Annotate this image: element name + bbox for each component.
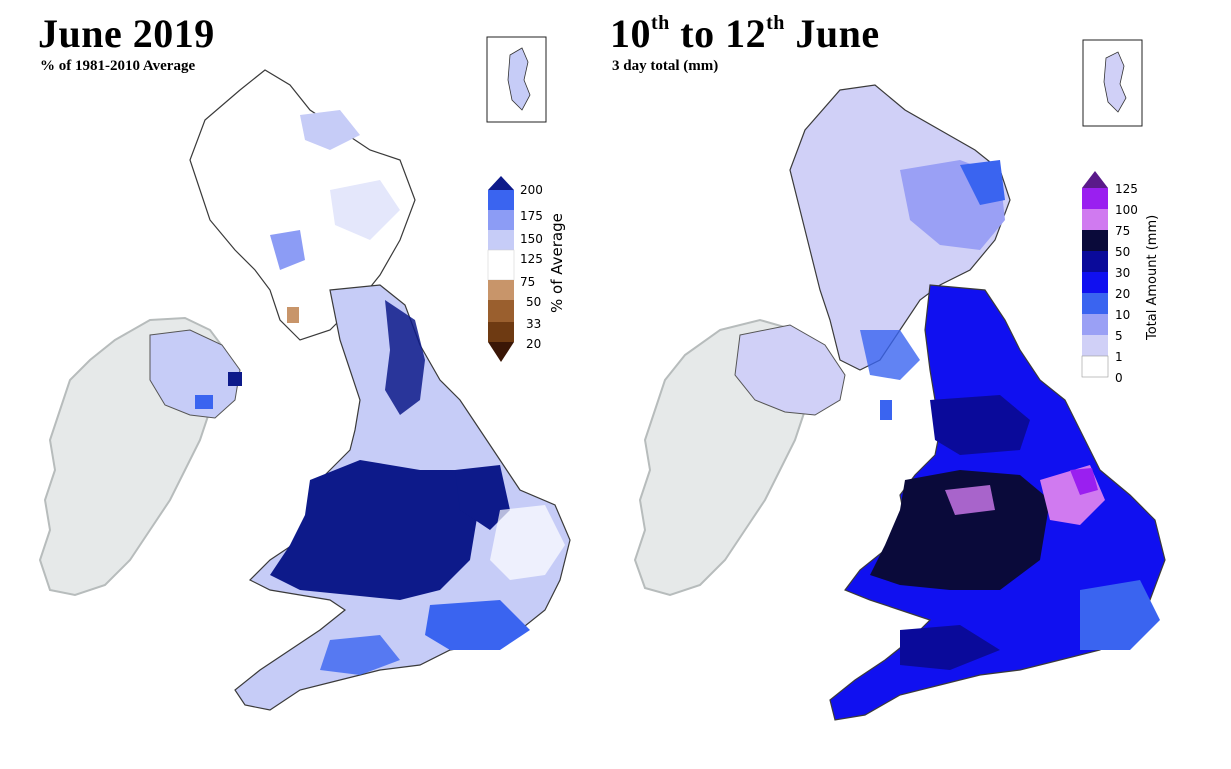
right-legend-band — [1082, 314, 1108, 335]
left-legend-tick: 75 — [520, 275, 535, 289]
left-legend-tick: 200 — [520, 183, 543, 197]
right-legend-band — [1082, 230, 1108, 251]
ni-high-rain-cell — [228, 372, 242, 386]
right-legend-band — [1082, 188, 1108, 209]
right-legend: 125 100 75 50 30 20 10 5 1 0 Total Amoun… — [1081, 171, 1160, 385]
left-legend-tick: 175 — [520, 209, 543, 223]
left-legend-band — [488, 280, 514, 300]
left-legend-arrow-top — [488, 176, 514, 190]
left-subtitle: % of 1981-2010 Average — [40, 58, 196, 74]
right-map-panel: 10th to 12th June 3 day total (mm) — [600, 0, 1231, 769]
left-legend-band — [488, 300, 514, 322]
right-legend-band — [1082, 272, 1108, 293]
right-legend-tick: 0 — [1115, 371, 1123, 385]
right-legend-tick: 5 — [1115, 329, 1123, 343]
scotland-tint-north — [300, 110, 360, 150]
right-legend-band — [1082, 209, 1108, 230]
right-title-part2: to 12 — [669, 11, 767, 56]
left-legend-tick: 20 — [526, 337, 541, 351]
left-legend-tick: 125 — [520, 252, 543, 266]
midlands-wales-high — [270, 460, 480, 600]
left-legend: 200 175 150 125 75 50 33 20 % of Average — [487, 176, 566, 362]
lincolnshire-max — [1070, 468, 1098, 495]
right-legend-tick: 100 — [1115, 203, 1138, 217]
scotland-south-tint — [860, 330, 920, 380]
left-legend-label: % of Average — [548, 213, 566, 313]
right-title-part3: June — [784, 11, 880, 56]
left-title: June 2019 — [38, 11, 215, 56]
right-subtitle: 3 day total (mm) — [612, 58, 719, 74]
left-legend-tick: 50 — [526, 295, 541, 309]
left-map-panel: June 2019 % of 1981-2010 Average — [0, 0, 600, 769]
left-legend-band — [488, 230, 514, 250]
right-legend-label: Total Amount (mm) — [1145, 215, 1160, 341]
left-legend-band — [488, 210, 514, 230]
shetland-islands — [1103, 51, 1127, 113]
north-england-dark — [930, 395, 1030, 455]
northern-ireland — [149, 329, 241, 419]
east-anglia-low — [490, 505, 565, 580]
right-legend-tick: 1 — [1115, 350, 1123, 364]
right-legend-band — [1082, 251, 1108, 272]
right-legend-band — [1081, 355, 1109, 378]
east-mid — [1080, 580, 1160, 650]
left-legend-tick: 33 — [526, 317, 541, 331]
south-west-mid — [320, 635, 400, 675]
northern-ireland — [734, 324, 846, 416]
right-legend-tick: 10 — [1115, 308, 1130, 322]
right-title-sup2: th — [766, 12, 785, 34]
left-legend-tick: 150 — [520, 232, 543, 246]
scotland-ne-tint — [960, 160, 1005, 205]
right-legend-tick: 125 — [1115, 182, 1138, 196]
midlands-pink — [945, 485, 995, 515]
right-legend-arrow-top — [1082, 171, 1108, 188]
scotland-tint-east — [330, 180, 400, 240]
dry-cell-1 — [287, 307, 299, 323]
right-title-sup1: th — [651, 12, 670, 34]
left-legend-band — [487, 249, 515, 281]
right-legend-band — [1082, 335, 1108, 356]
scotland-landmass — [789, 84, 1011, 371]
midlands-darkest — [870, 470, 1050, 590]
scotland-tint-central — [270, 230, 305, 270]
east-midlands-high — [455, 465, 510, 530]
south-west-dark — [900, 625, 1000, 670]
south-east-mid — [425, 600, 530, 650]
left-legend-band — [488, 190, 514, 210]
ne-england-high — [385, 300, 425, 415]
left-map: 200 175 150 125 75 50 33 20 % of Average — [38, 36, 571, 711]
right-legend-tick: 75 — [1115, 224, 1130, 238]
right-legend-tick: 20 — [1115, 287, 1130, 301]
right-legend-band — [1082, 293, 1108, 314]
left-legend-band — [488, 322, 514, 342]
right-legend-tick: 50 — [1115, 245, 1130, 259]
right-map: 125 100 75 50 30 20 10 5 1 0 Total Amoun… — [633, 39, 1166, 721]
right-legend-tick: 30 — [1115, 266, 1130, 280]
shetland-islands — [507, 47, 531, 111]
isle-of-man — [880, 400, 892, 420]
ni-rain-cell — [195, 395, 213, 409]
right-title: 10th to 12th June — [610, 10, 880, 57]
left-legend-arrow-bottom — [488, 342, 514, 362]
right-title-part1: 10 — [610, 11, 651, 56]
